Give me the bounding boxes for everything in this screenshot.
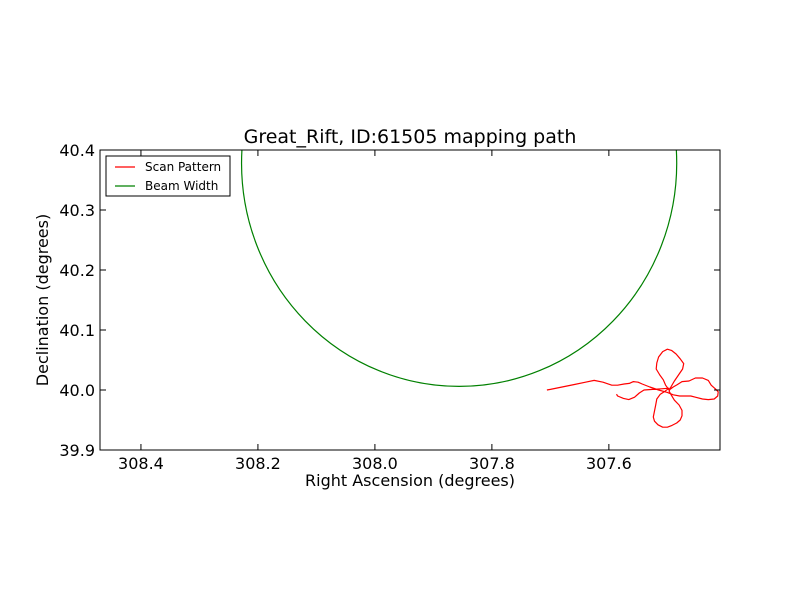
y-tick-label: 40.2: [59, 261, 95, 280]
legend-label-scan-pattern: Scan Pattern: [145, 160, 221, 174]
x-tick-label: 308.0: [352, 454, 398, 473]
chart-title: Great_Rift, ID:61505 mapping path: [244, 126, 577, 148]
plot-frame: [99, 149, 721, 451]
y-tick-label: 39.9: [59, 441, 95, 460]
y-tick-label: 40.1: [59, 321, 95, 340]
legend: Scan Pattern Beam Width: [105, 155, 231, 197]
legend-label-beam-width: Beam Width: [145, 179, 218, 193]
x-axis-title: Right Ascension (degrees): [305, 471, 515, 490]
y-tick-label: 40.0: [59, 381, 95, 400]
x-tick-label: 307.6: [586, 454, 632, 473]
y-axis: 39.9 40.0 40.1 40.2 40.3 40.4: [59, 141, 720, 460]
x-tick-label: 308.2: [235, 454, 281, 473]
legend-box: [105, 155, 231, 197]
x-tick-label: 308.4: [118, 454, 164, 473]
y-tick-label: 40.3: [59, 201, 95, 220]
x-tick-label: 307.8: [469, 454, 515, 473]
series-beam-width: [241, 150, 678, 387]
y-axis-title: Declination (degrees): [33, 214, 52, 386]
y-tick-label: 40.4: [59, 141, 95, 160]
x-axis: 308.4 308.2 308.0 307.8 307.6: [118, 150, 632, 473]
series-layer: [241, 150, 719, 428]
series-scan-pattern: [546, 348, 719, 428]
